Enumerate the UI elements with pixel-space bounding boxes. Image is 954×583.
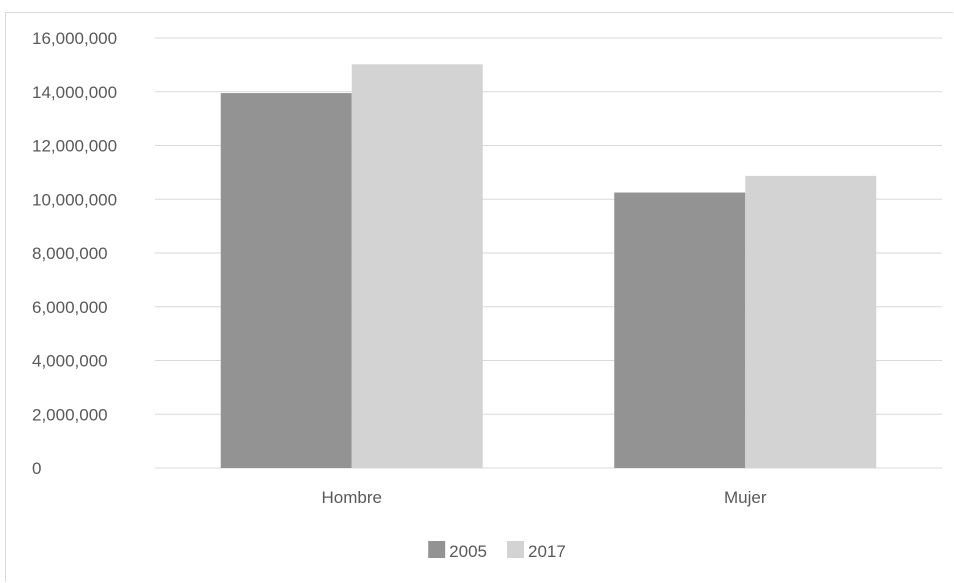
bar-2005-mujer: [614, 192, 746, 468]
y-tick-label: 10,000,000: [32, 190, 117, 209]
y-tick-label: 14,000,000: [32, 83, 117, 102]
x-axis-tick-labels: Hombre Mujer: [322, 488, 767, 507]
y-tick-label: 8,000,000: [32, 244, 108, 263]
legend: 2005 2017: [428, 541, 566, 561]
legend-swatch-2005: [428, 541, 446, 558]
bar-2017-hombre: [351, 64, 483, 469]
x-tick-label: Hombre: [322, 488, 382, 507]
legend-label-2005: 2005: [449, 542, 487, 561]
y-tick-label: 16,000,000: [32, 29, 117, 48]
chart-frame: [5, 12, 953, 582]
bar-2017-mujer: [745, 175, 877, 468]
y-tick-label: 12,000,000: [32, 137, 117, 156]
x-tick-label: Mujer: [724, 488, 767, 507]
bars: [220, 64, 877, 469]
y-axis-tick-labels: 0 2,000,000 4,000,000 6,000,000 8,000,000 10,…: [32, 29, 117, 478]
y-tick-label: 4,000,000: [32, 352, 108, 371]
bar-2005-hombre: [220, 93, 352, 468]
y-tick-label: 6,000,000: [32, 298, 108, 317]
legend-swatch-2017: [507, 541, 524, 558]
y-tick-label: 2,000,000: [32, 405, 108, 424]
y-tick-label: 0: [32, 459, 41, 478]
legend-label-2017: 2017: [528, 542, 566, 561]
